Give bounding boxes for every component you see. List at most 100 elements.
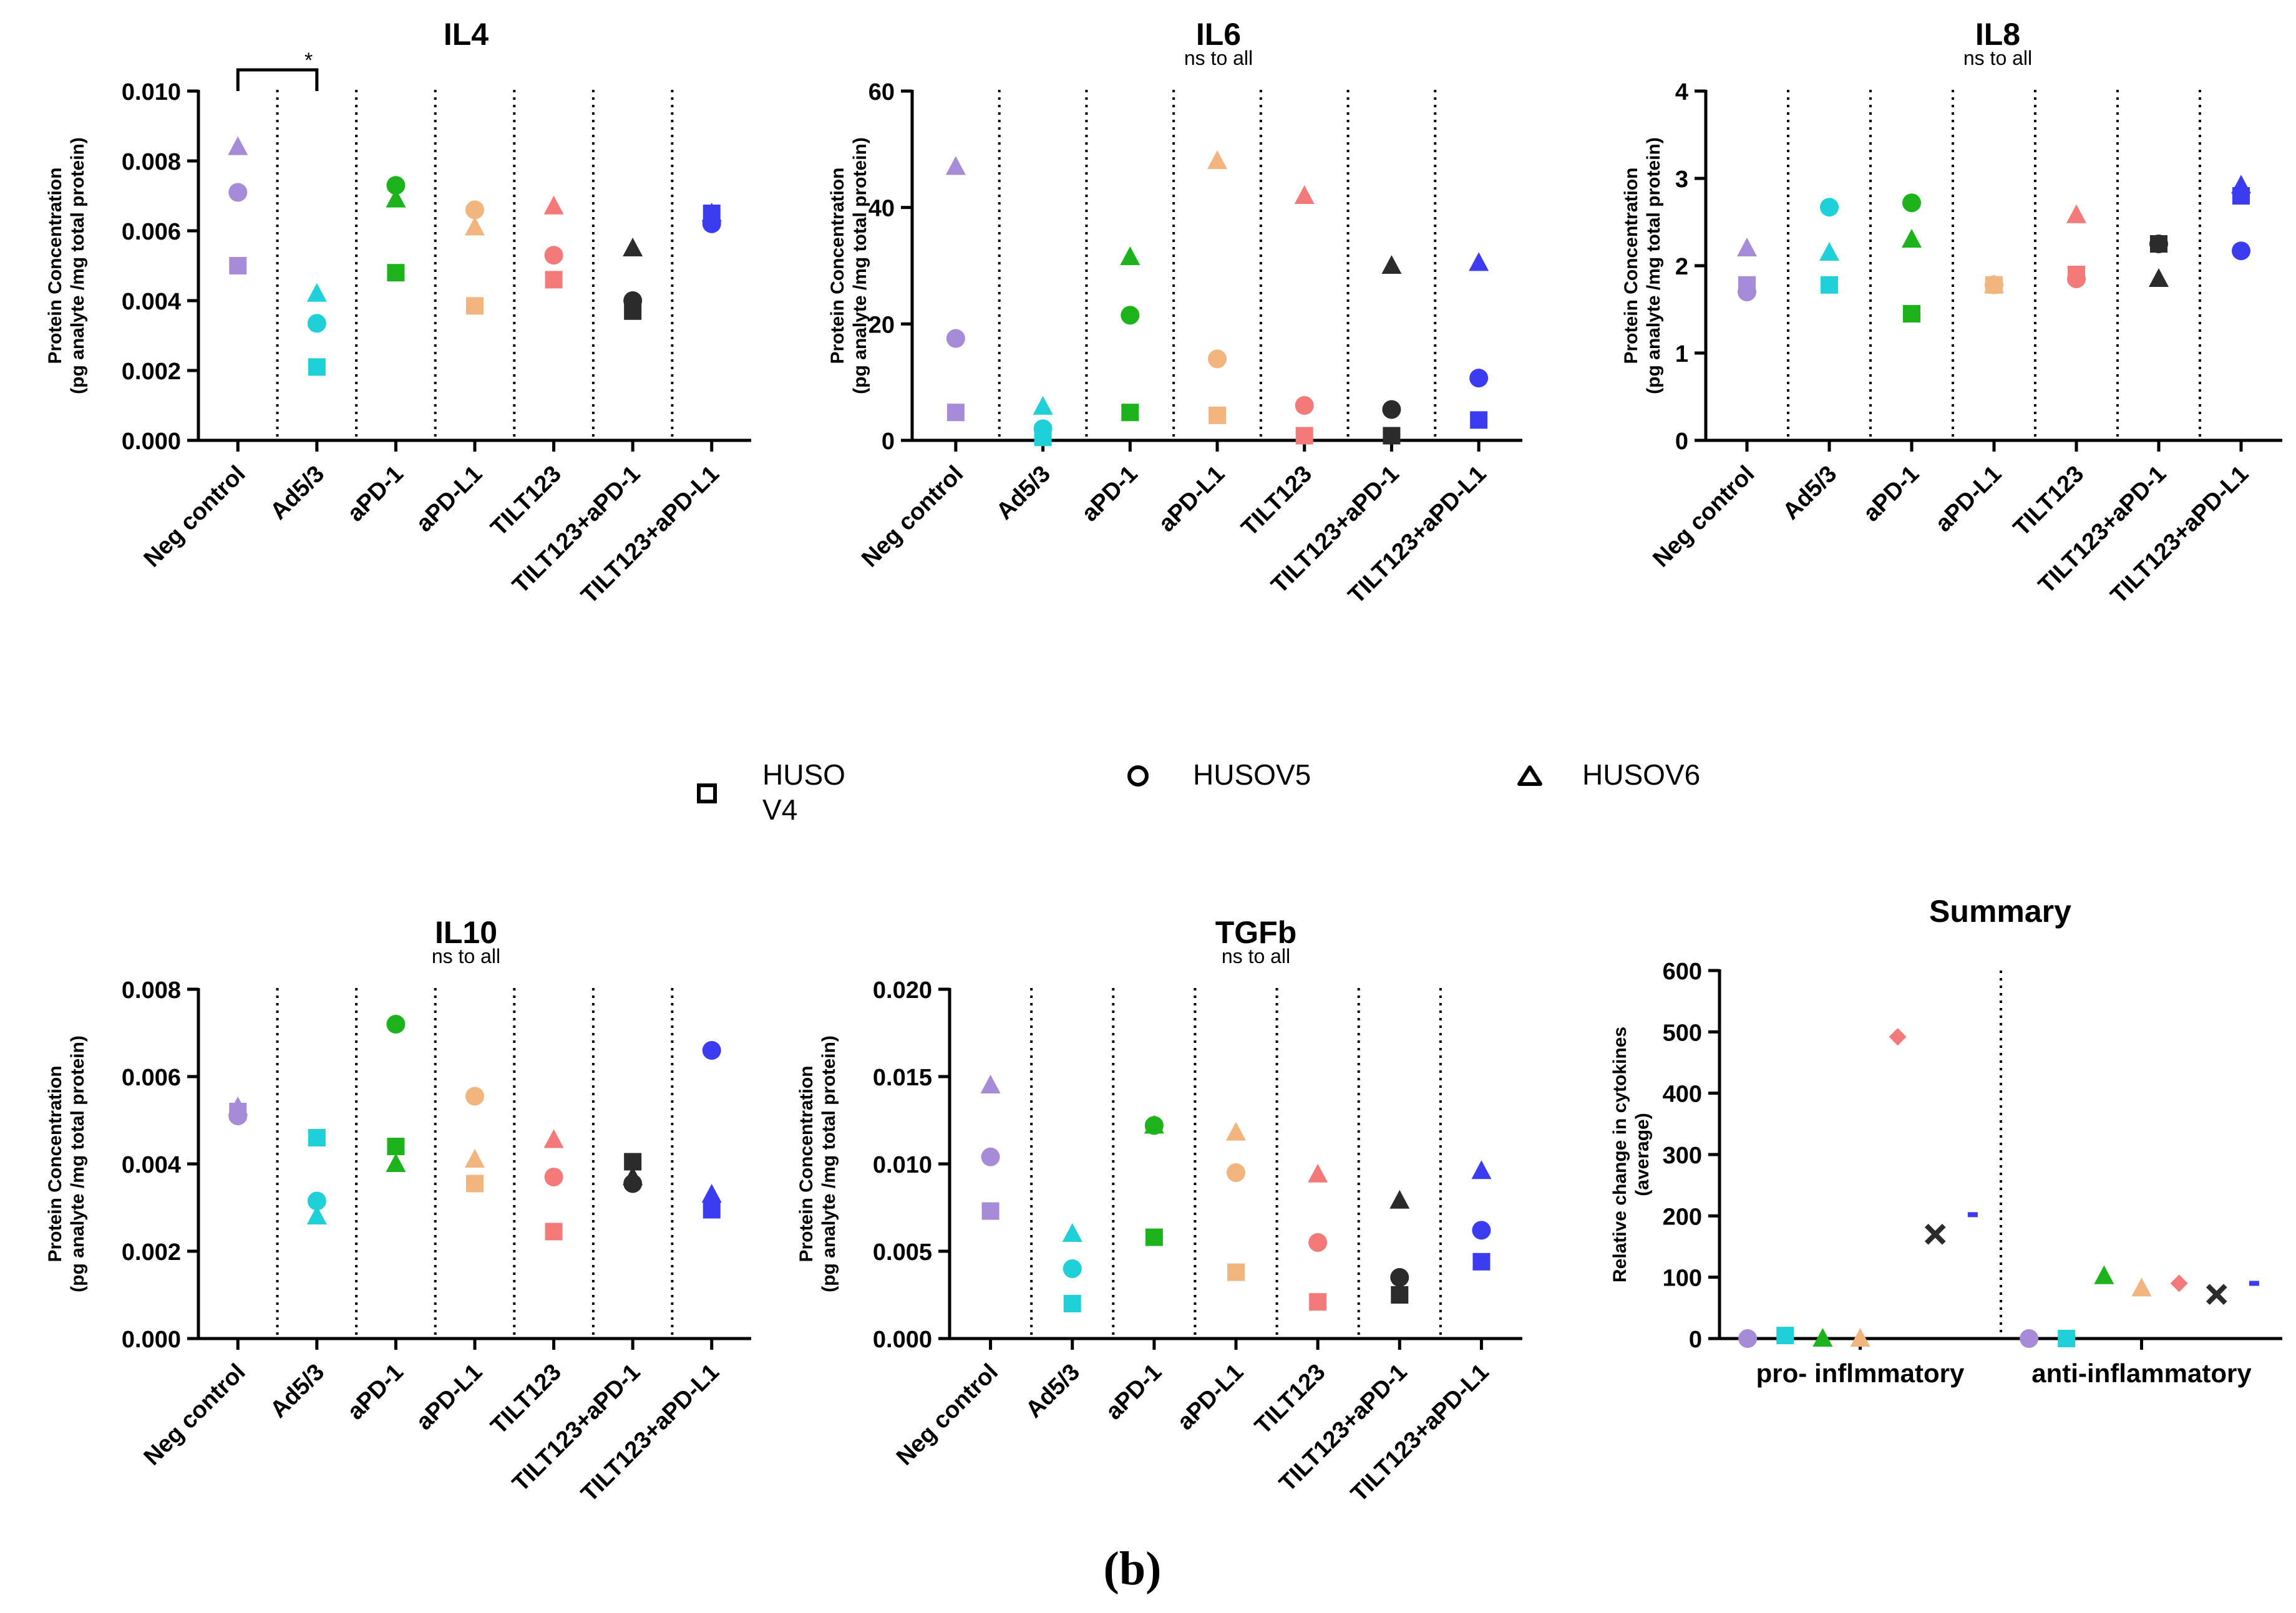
data-point-husov5 bbox=[2232, 241, 2250, 261]
x-tick-label: Neg control bbox=[892, 1359, 1003, 1471]
data-point-husov6 bbox=[1207, 150, 1227, 169]
data-point-husov6 bbox=[1819, 242, 1839, 261]
data-point-husov6 bbox=[2231, 175, 2251, 194]
x-tick-label: TILT123 bbox=[1237, 461, 1317, 541]
y-tick-label: 0.002 bbox=[122, 1239, 181, 1266]
data-point-husov4 bbox=[1383, 427, 1401, 445]
data-point-husov6 bbox=[1389, 1189, 1410, 1209]
data-point-husov5 bbox=[1382, 400, 1401, 419]
data-point-ad5-3 bbox=[1776, 1327, 1794, 1345]
data-point-husov6 bbox=[980, 1075, 1001, 1093]
data-point-husov6 bbox=[2066, 204, 2086, 223]
x-tick-label: Neg control bbox=[857, 461, 968, 573]
y-tick-label: 100 bbox=[1663, 1266, 1702, 1292]
chart-title: IL8 bbox=[1975, 17, 2020, 52]
y-axis-sublabel: (pg analyte /mg total protein) bbox=[850, 137, 870, 394]
data-point-husov6 bbox=[386, 1153, 406, 1172]
data-point-husov6 bbox=[1308, 1163, 1328, 1183]
x-tick-label: Neg control bbox=[1648, 461, 1759, 573]
legend-item-husov5: HUSOV5 bbox=[1127, 758, 1311, 791]
x-tick-label: TILT123+aPD-L1 bbox=[1346, 1359, 1494, 1508]
data-point-husov6 bbox=[2149, 268, 2169, 287]
y-tick-label: 0 bbox=[1689, 1327, 1702, 1353]
data-point-husov4 bbox=[1121, 404, 1139, 422]
x-tick-label: anti-inflammatory bbox=[2031, 1359, 2252, 1388]
x-tick-label: TILT123 bbox=[486, 1359, 567, 1440]
legend-label: HUSOV5 bbox=[1193, 758, 1311, 791]
y-tick-label: 200 bbox=[1663, 1204, 1702, 1230]
chart-title: TGFb bbox=[1215, 915, 1297, 950]
data-point-neg-control bbox=[2020, 1329, 2039, 1348]
data-point-husov4 bbox=[1309, 1293, 1327, 1311]
data-point-husov5 bbox=[702, 1041, 721, 1060]
panel-label: (b) bbox=[1104, 1543, 1162, 1595]
chart-title: Summary bbox=[1929, 894, 2071, 929]
data-point-husov5 bbox=[307, 314, 326, 333]
x-tick-label: TILT123 bbox=[486, 461, 567, 541]
data-point-husov6 bbox=[1471, 1160, 1492, 1179]
data-point-husov6 bbox=[1737, 238, 1757, 256]
y-tick-label: 0.006 bbox=[122, 1065, 181, 1091]
data-point-husov4 bbox=[387, 1138, 405, 1155]
y-axis-label: Protein Concentration bbox=[1621, 167, 1642, 364]
x-tick-label: aPD-L1 bbox=[1154, 461, 1230, 537]
data-point-husov5 bbox=[1820, 198, 1839, 217]
data-point-tilt123-apd-1 bbox=[1924, 1224, 1946, 1245]
y-tick-label: 300 bbox=[1663, 1143, 1702, 1169]
x-tick-label: aPD-L1 bbox=[1930, 461, 2007, 537]
x-tick-label: aPD-1 bbox=[343, 461, 409, 527]
x-tick-label: TILT123+aPD-L1 bbox=[576, 1359, 725, 1508]
y-tick-label: 0.008 bbox=[122, 977, 181, 1004]
x-tick-label: aPD-L1 bbox=[1172, 1359, 1248, 1435]
data-point-husov4 bbox=[466, 297, 484, 315]
data-point-husov4 bbox=[466, 1175, 484, 1193]
data-point-husov5 bbox=[1469, 369, 1489, 388]
data-point-husov5 bbox=[1033, 419, 1053, 438]
data-point-husov4 bbox=[1821, 276, 1838, 294]
x-tick-label: aPD-1 bbox=[1101, 1359, 1167, 1425]
data-point-husov4 bbox=[308, 1129, 326, 1146]
data-point-husov6 bbox=[465, 216, 485, 236]
y-tick-label: 0.000 bbox=[122, 1327, 181, 1353]
y-tick-label: 0.010 bbox=[122, 79, 181, 105]
data-point-husov5 bbox=[386, 176, 406, 195]
data-point-ad5-3 bbox=[2058, 1330, 2076, 1347]
data-point-apd-l1 bbox=[2131, 1277, 2152, 1297]
data-point-husov6 bbox=[1144, 1115, 1164, 1134]
legend-label: HUSOV6 bbox=[1582, 758, 1700, 791]
data-point-husov5 bbox=[946, 329, 965, 348]
y-tick-label: 4 bbox=[1675, 79, 1688, 105]
legend-circle-icon bbox=[1127, 765, 1149, 787]
data-point-apd-l1 bbox=[1850, 1328, 1870, 1347]
data-point-husov5 bbox=[1308, 1233, 1328, 1252]
data-point-husov4 bbox=[229, 257, 247, 274]
x-tick-label: TILT123+aPD-L1 bbox=[2106, 461, 2254, 609]
data-point-husov6 bbox=[386, 188, 406, 208]
data-point-husov5 bbox=[544, 1168, 563, 1186]
data-point-apd-1 bbox=[2094, 1265, 2114, 1284]
data-point-husov6 bbox=[228, 1097, 248, 1115]
data-point-husov5 bbox=[1121, 306, 1140, 325]
data-point-husov5 bbox=[2149, 235, 2168, 253]
y-axis-label: Protein Concentration bbox=[796, 1065, 817, 1262]
data-point-husov6 bbox=[465, 1149, 485, 1168]
data-point-husov6 bbox=[306, 1206, 327, 1224]
x-tick-label: aPD-L1 bbox=[411, 461, 487, 537]
legend: HUSO V4 HUSOV5 HUSOV6 bbox=[697, 758, 1700, 826]
chart-subtitle: ns to all bbox=[1963, 47, 2032, 69]
data-point-husov5 bbox=[465, 200, 484, 220]
y-tick-label: 0.000 bbox=[122, 429, 181, 455]
y-tick-label: 0.004 bbox=[122, 1152, 181, 1178]
data-point-husov5 bbox=[1063, 1259, 1082, 1278]
data-point-husov4 bbox=[703, 1201, 721, 1219]
data-point-husov4 bbox=[545, 1223, 563, 1241]
data-point-husov6 bbox=[1062, 1223, 1082, 1242]
data-point-husov5 bbox=[1472, 1221, 1491, 1240]
x-tick-label: Ad5/3 bbox=[1021, 1359, 1085, 1423]
data-point-husov4 bbox=[1391, 1286, 1409, 1304]
x-tick-label: Ad5/3 bbox=[265, 461, 329, 525]
legend-label-line2: V4 bbox=[762, 793, 797, 826]
